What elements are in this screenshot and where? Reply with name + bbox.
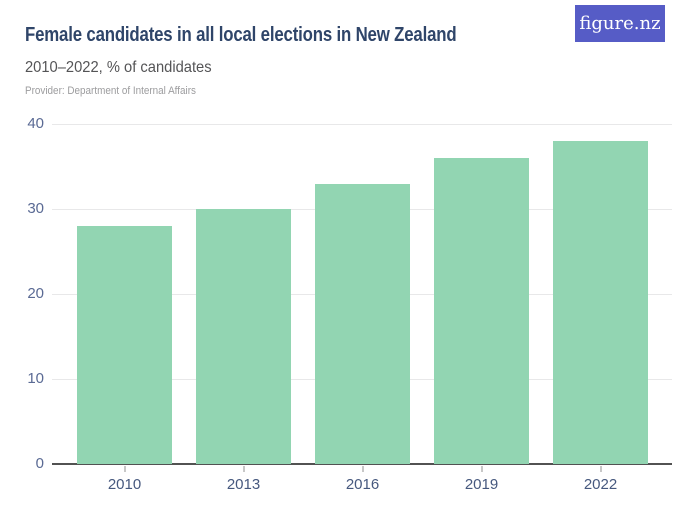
x-axis-label-2010: 2010 bbox=[107, 476, 142, 493]
chart-subtitle: 2010–2022, % of candidates bbox=[25, 59, 212, 76]
bar-2022 bbox=[553, 141, 648, 464]
x-axis-tick-2016 bbox=[361, 466, 364, 472]
x-axis-label-2016: 2016 bbox=[345, 476, 380, 493]
bar-2019 bbox=[434, 158, 529, 464]
bar-2010 bbox=[77, 226, 172, 464]
bar-chart: 0 10 20 30 40 2010 2013 2016 2019 2022 bbox=[0, 110, 700, 510]
x-axis-label-2022: 2022 bbox=[583, 476, 618, 493]
bar-2013 bbox=[196, 209, 291, 464]
y-axis-label-20: 20 bbox=[27, 285, 44, 302]
chart-title: Female candidates in all local elections… bbox=[25, 24, 457, 46]
x-axis-tick-2022 bbox=[599, 466, 602, 472]
y-axis-label-40: 40 bbox=[27, 115, 44, 132]
x-axis-tick-2013 bbox=[242, 466, 245, 472]
x-axis-tick-2010 bbox=[123, 466, 126, 472]
x-axis-label-2013: 2013 bbox=[226, 476, 261, 493]
y-axis-label-0: 0 bbox=[35, 455, 44, 472]
y-axis-label-10: 10 bbox=[27, 370, 44, 387]
figure-nz-logo[interactable]: figure.nz bbox=[575, 5, 665, 42]
y-axis-label-30: 30 bbox=[27, 200, 44, 217]
x-axis-tick-2019 bbox=[480, 466, 483, 472]
gridline-40 bbox=[52, 124, 672, 125]
x-axis-label-2019: 2019 bbox=[464, 476, 499, 493]
provider-attribution: Provider: Department of Internal Affairs bbox=[25, 85, 196, 97]
bar-2016 bbox=[315, 183, 410, 464]
x-axis-baseline bbox=[52, 463, 672, 465]
figure-nz-logo-text: figure.nz bbox=[579, 13, 661, 34]
